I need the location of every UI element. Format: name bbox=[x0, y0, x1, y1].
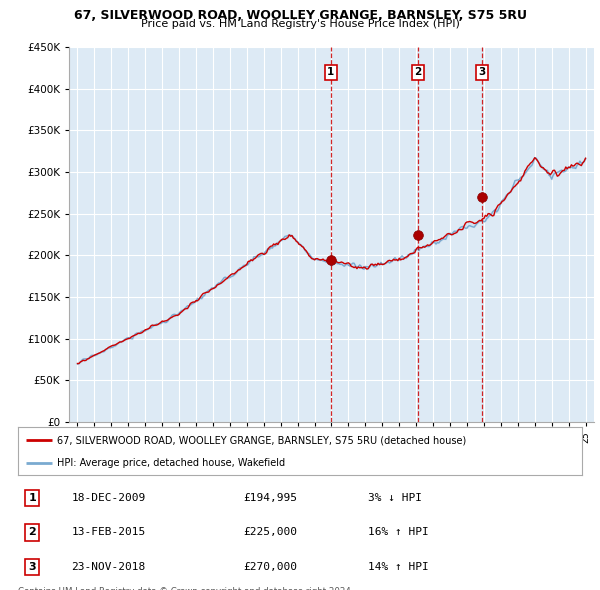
Text: 3% ↓ HPI: 3% ↓ HPI bbox=[368, 493, 422, 503]
Text: Price paid vs. HM Land Registry's House Price Index (HPI): Price paid vs. HM Land Registry's House … bbox=[140, 19, 460, 29]
Text: 2: 2 bbox=[415, 67, 422, 77]
Text: 2: 2 bbox=[28, 527, 36, 537]
Text: 16% ↑ HPI: 16% ↑ HPI bbox=[368, 527, 428, 537]
Text: 18-DEC-2009: 18-DEC-2009 bbox=[71, 493, 146, 503]
Text: HPI: Average price, detached house, Wakefield: HPI: Average price, detached house, Wake… bbox=[58, 458, 286, 468]
Text: £225,000: £225,000 bbox=[244, 527, 298, 537]
Text: 3: 3 bbox=[28, 562, 36, 572]
Text: 23-NOV-2018: 23-NOV-2018 bbox=[71, 562, 146, 572]
Text: 67, SILVERWOOD ROAD, WOOLLEY GRANGE, BARNSLEY, S75 5RU: 67, SILVERWOOD ROAD, WOOLLEY GRANGE, BAR… bbox=[74, 9, 527, 22]
Text: 1: 1 bbox=[28, 493, 36, 503]
Text: 67, SILVERWOOD ROAD, WOOLLEY GRANGE, BARNSLEY, S75 5RU (detached house): 67, SILVERWOOD ROAD, WOOLLEY GRANGE, BAR… bbox=[58, 435, 467, 445]
Text: Contains HM Land Registry data © Crown copyright and database right 2024.: Contains HM Land Registry data © Crown c… bbox=[18, 587, 353, 590]
Text: 1: 1 bbox=[327, 67, 334, 77]
Text: 13-FEB-2015: 13-FEB-2015 bbox=[71, 527, 146, 537]
Text: £270,000: £270,000 bbox=[244, 562, 298, 572]
Text: 3: 3 bbox=[479, 67, 486, 77]
Text: £194,995: £194,995 bbox=[244, 493, 298, 503]
Text: 14% ↑ HPI: 14% ↑ HPI bbox=[368, 562, 428, 572]
